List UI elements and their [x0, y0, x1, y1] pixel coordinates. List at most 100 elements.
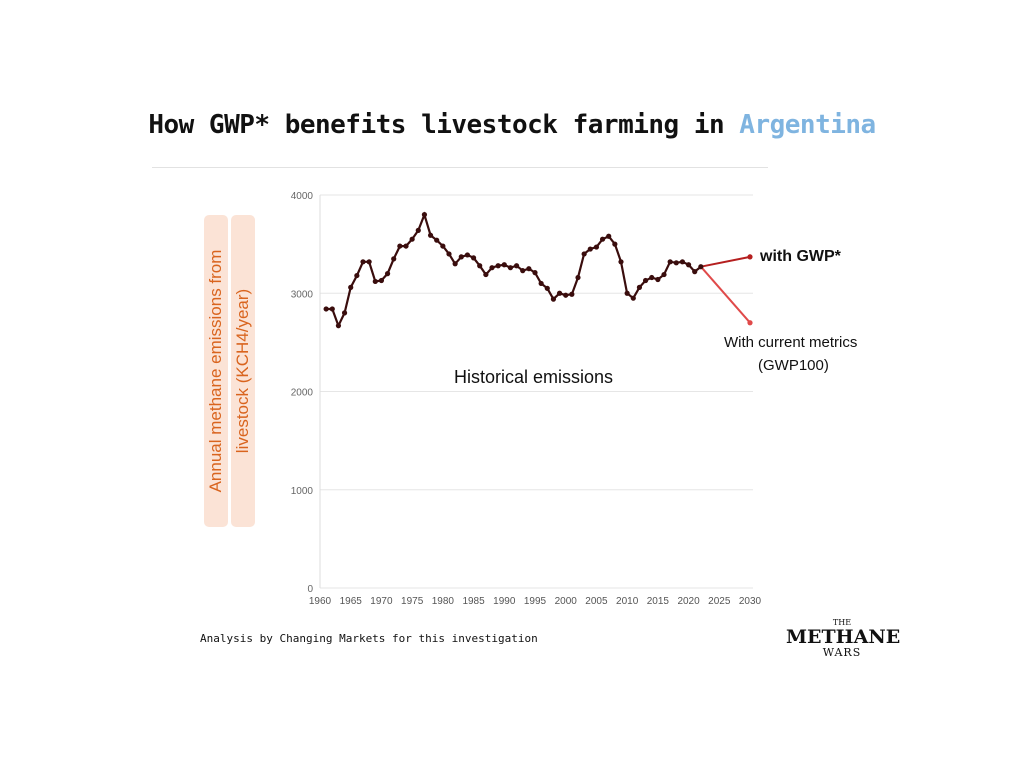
data-point — [372, 278, 378, 285]
data-point — [544, 285, 550, 291]
data-point — [415, 227, 421, 233]
logo-line2: METHANE — [786, 626, 901, 648]
data-point — [323, 306, 329, 312]
data-point — [378, 277, 385, 284]
logo-line1: THE — [832, 618, 852, 627]
data-point — [698, 264, 704, 270]
x-tick-label: 2020 — [677, 596, 700, 607]
data-point — [618, 259, 624, 265]
source-note: Analysis by Changing Markets for this in… — [200, 632, 538, 645]
data-point — [366, 259, 372, 265]
x-tick-label: 2000 — [555, 596, 578, 607]
title-prefix: How GWP* benefits livestock farming in — [148, 110, 740, 140]
data-point — [636, 284, 643, 290]
y-axis-label-line2: livestock (KCH4/year) — [231, 215, 255, 527]
data-point — [520, 268, 526, 274]
x-tick-label: 2025 — [708, 596, 731, 607]
x-tick-label: 1995 — [524, 596, 547, 607]
data-point — [593, 244, 600, 250]
x-tick-label: 2010 — [616, 596, 639, 607]
data-point — [434, 237, 440, 243]
data-point — [348, 284, 354, 290]
data-point — [391, 256, 397, 262]
data-point — [532, 270, 538, 276]
data-point — [354, 272, 360, 279]
data-point — [667, 259, 673, 265]
data-point — [606, 233, 612, 239]
y-tick-label: 1000 — [291, 486, 314, 497]
x-tick-label: 1985 — [462, 596, 485, 607]
data-point — [575, 274, 581, 281]
data-point — [360, 259, 366, 265]
data-point — [421, 212, 428, 218]
data-point — [452, 261, 458, 267]
x-tick-label: 1965 — [340, 596, 363, 607]
data-point — [335, 323, 342, 329]
data-point — [329, 306, 335, 312]
series-line-0 — [326, 211, 702, 329]
data-point — [550, 296, 557, 302]
data-point — [630, 295, 636, 301]
data-point — [495, 263, 501, 269]
x-tick-label: 1960 — [309, 596, 332, 607]
gridlines — [319, 194, 753, 589]
gwp-star-annotation: with GWP* — [760, 248, 841, 265]
data-point — [673, 260, 679, 266]
data-point — [507, 265, 514, 271]
data-point — [489, 265, 495, 271]
data-point — [747, 254, 753, 260]
logo-line3: WARS — [822, 646, 862, 659]
data-point — [446, 251, 452, 257]
y-tick-label: 4000 — [291, 191, 314, 202]
y-axis-label-line1: Annual methane emissions from — [204, 215, 228, 527]
x-tick-label: 1970 — [370, 596, 393, 607]
data-point — [526, 266, 532, 272]
data-point — [587, 246, 593, 252]
data-point — [427, 232, 434, 238]
data-point — [483, 271, 489, 278]
chart-title: How GWP* benefits livestock farming in A… — [0, 110, 1024, 140]
historical-annotation: Historical emissions — [454, 367, 614, 387]
x-tick-label: 1975 — [401, 596, 424, 607]
data-point — [440, 243, 446, 249]
data-point — [661, 271, 667, 278]
x-tick-label: 2015 — [647, 596, 670, 607]
data-point — [464, 252, 471, 258]
title-divider — [152, 167, 768, 168]
data-point — [403, 243, 409, 249]
methane-wars-logo: THE METHANE WARS — [786, 618, 901, 659]
series-points — [323, 212, 753, 329]
data-point — [655, 276, 661, 283]
data-point — [581, 251, 587, 257]
data-point — [409, 236, 415, 242]
current-metrics-annotation: With current metrics — [724, 334, 858, 351]
data-point — [458, 254, 464, 260]
data-point — [341, 310, 348, 316]
data-point — [612, 241, 618, 247]
data-point — [679, 259, 686, 265]
gwp100-annotation: (GWP100) — [758, 357, 829, 374]
data-point — [563, 292, 569, 298]
x-tick-label: 1990 — [493, 596, 516, 607]
data-point — [649, 274, 655, 281]
data-point — [642, 277, 649, 284]
title-highlight: Argentina — [739, 110, 876, 140]
y-tick-label: 2000 — [291, 388, 314, 399]
data-point — [538, 280, 544, 287]
x-tick-label: 2005 — [585, 596, 608, 607]
data-point — [384, 271, 391, 277]
data-point — [397, 243, 403, 249]
data-point — [477, 263, 483, 269]
data-point — [599, 236, 606, 242]
y-tick-label: 0 — [307, 584, 313, 595]
data-point — [470, 255, 477, 261]
x-tick-label: 1980 — [432, 596, 455, 607]
data-point — [501, 262, 507, 268]
data-point — [747, 320, 753, 326]
data-point — [685, 262, 692, 268]
x-tick-label: 2030 — [739, 596, 762, 607]
data-point — [692, 269, 698, 275]
data-point — [513, 263, 520, 269]
data-point — [624, 290, 630, 296]
